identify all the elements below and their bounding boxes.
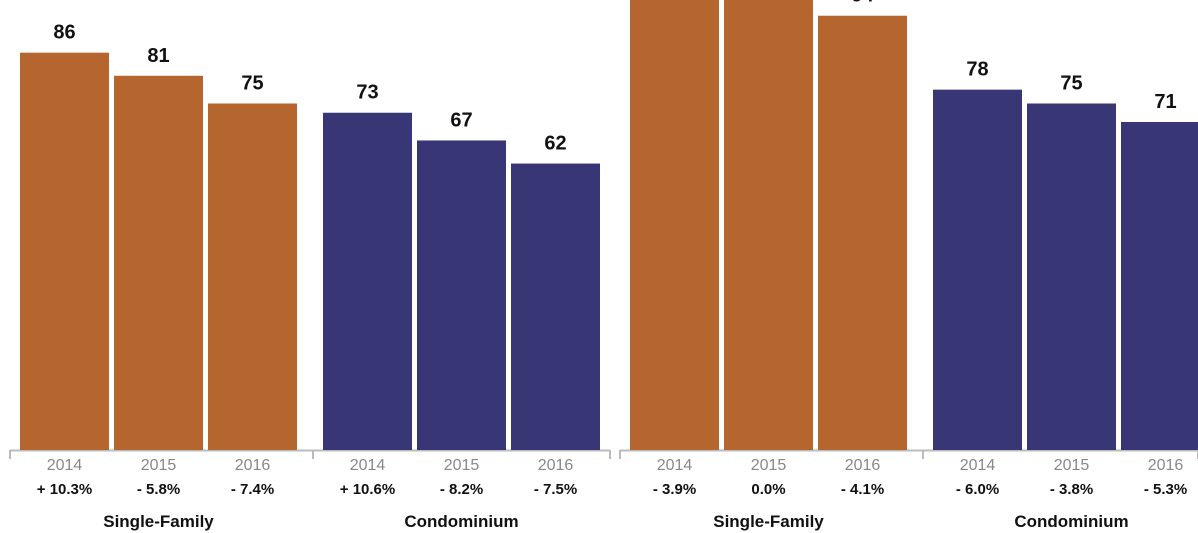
bar-condominium-2014	[323, 112, 412, 451]
percent-change-label: - 3.9%	[653, 481, 696, 498]
bar-value-label: 81	[147, 45, 169, 67]
year-tick-label: 2016	[1148, 457, 1184, 474]
bar-value-label: 73	[356, 82, 378, 104]
bar-value-label: 75	[241, 73, 263, 95]
percent-change-label: - 8.2%	[440, 481, 483, 498]
year-tick-label: 2014	[350, 457, 386, 474]
bar-single-family-2016	[208, 103, 297, 450]
group-label: Condominium	[1014, 512, 1128, 531]
bar-condominium-2014	[933, 89, 1022, 450]
bar-single-family-2014	[630, 0, 719, 451]
percent-change-label: - 5.8%	[137, 481, 180, 498]
bar-condominium-2016	[511, 163, 600, 450]
group-label: Single-Family	[103, 512, 214, 531]
bar-single-family-2015	[114, 75, 203, 450]
bar-condominium-2015	[417, 140, 506, 450]
year-tick-label: 2014	[657, 457, 693, 474]
year-tick-label: 2016	[235, 457, 271, 474]
year-tick-label: 2016	[845, 457, 881, 474]
bar-single-family-2016	[818, 15, 907, 450]
percent-change-label: + 10.3%	[37, 481, 92, 498]
bar-single-family-2015	[724, 0, 813, 451]
bar-value-label: 78	[966, 59, 988, 81]
year-tick-label: 2015	[141, 457, 177, 474]
percent-change-label: 0.0%	[751, 481, 785, 498]
bar-value-label: 94	[851, 0, 874, 7]
percent-change-label: - 6.0%	[956, 481, 999, 498]
year-tick-label: 2015	[751, 457, 787, 474]
bar-value-label: 71	[1154, 91, 1176, 113]
bar-condominium-2016	[1121, 121, 1198, 450]
bar-value-label: 67	[450, 109, 472, 131]
percent-change-label: - 3.8%	[1050, 481, 1093, 498]
percent-change-label: - 5.3%	[1144, 481, 1187, 498]
year-tick-label: 2014	[47, 457, 83, 474]
bar-value-label: 62	[544, 133, 566, 155]
year-tick-label: 2016	[538, 457, 574, 474]
group-label: Single-Family	[713, 512, 824, 531]
percent-change-label: - 4.1%	[841, 481, 884, 498]
bar-condominium-2015	[1027, 103, 1116, 450]
bar-value-label: 86	[53, 22, 75, 44]
year-tick-label: 2015	[444, 457, 480, 474]
percent-change-label: - 7.5%	[534, 481, 577, 498]
bar-value-label: 75	[1060, 73, 1082, 95]
bar-single-family-2014	[20, 52, 109, 451]
percent-change-label: - 7.4%	[231, 481, 274, 498]
group-label: Condominium	[404, 512, 518, 531]
percent-change-label: + 10.6%	[340, 481, 395, 498]
year-tick-label: 2014	[960, 457, 996, 474]
year-tick-label: 2015	[1054, 457, 1090, 474]
